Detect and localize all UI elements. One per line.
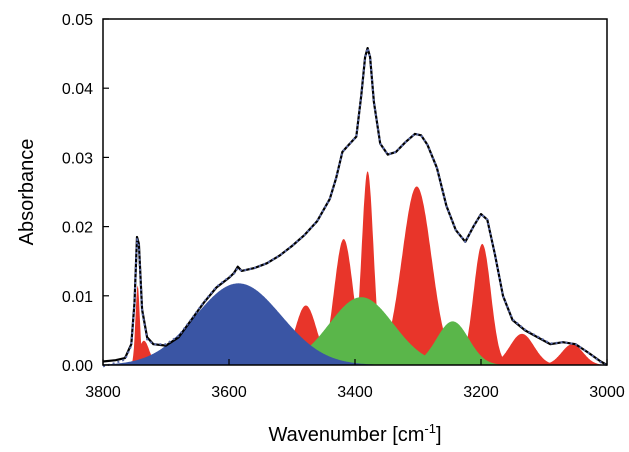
y-tick-label: 0.05	[62, 12, 93, 29]
y-axis-title: Absorbance	[16, 139, 38, 246]
x-tick-label: 3400	[337, 384, 373, 401]
x-axis-title: Wavenumber [cm-1]	[268, 421, 441, 446]
y-axis-ticks: 0.00 0.01 0.02 0.03 0.04 0.05	[62, 12, 109, 375]
x-tick-label: 3000	[589, 384, 625, 401]
y-tick-label: 0.00	[62, 358, 93, 375]
y-tick-label: 0.02	[62, 220, 93, 237]
y-tick-label: 0.03	[62, 150, 93, 167]
y-tick-label: 0.04	[62, 81, 93, 98]
x-tick-label: 3800	[85, 384, 121, 401]
y-tick-label: 0.01	[62, 289, 93, 306]
x-tick-label: 3200	[463, 384, 499, 401]
x-tick-label: 3600	[211, 384, 247, 401]
